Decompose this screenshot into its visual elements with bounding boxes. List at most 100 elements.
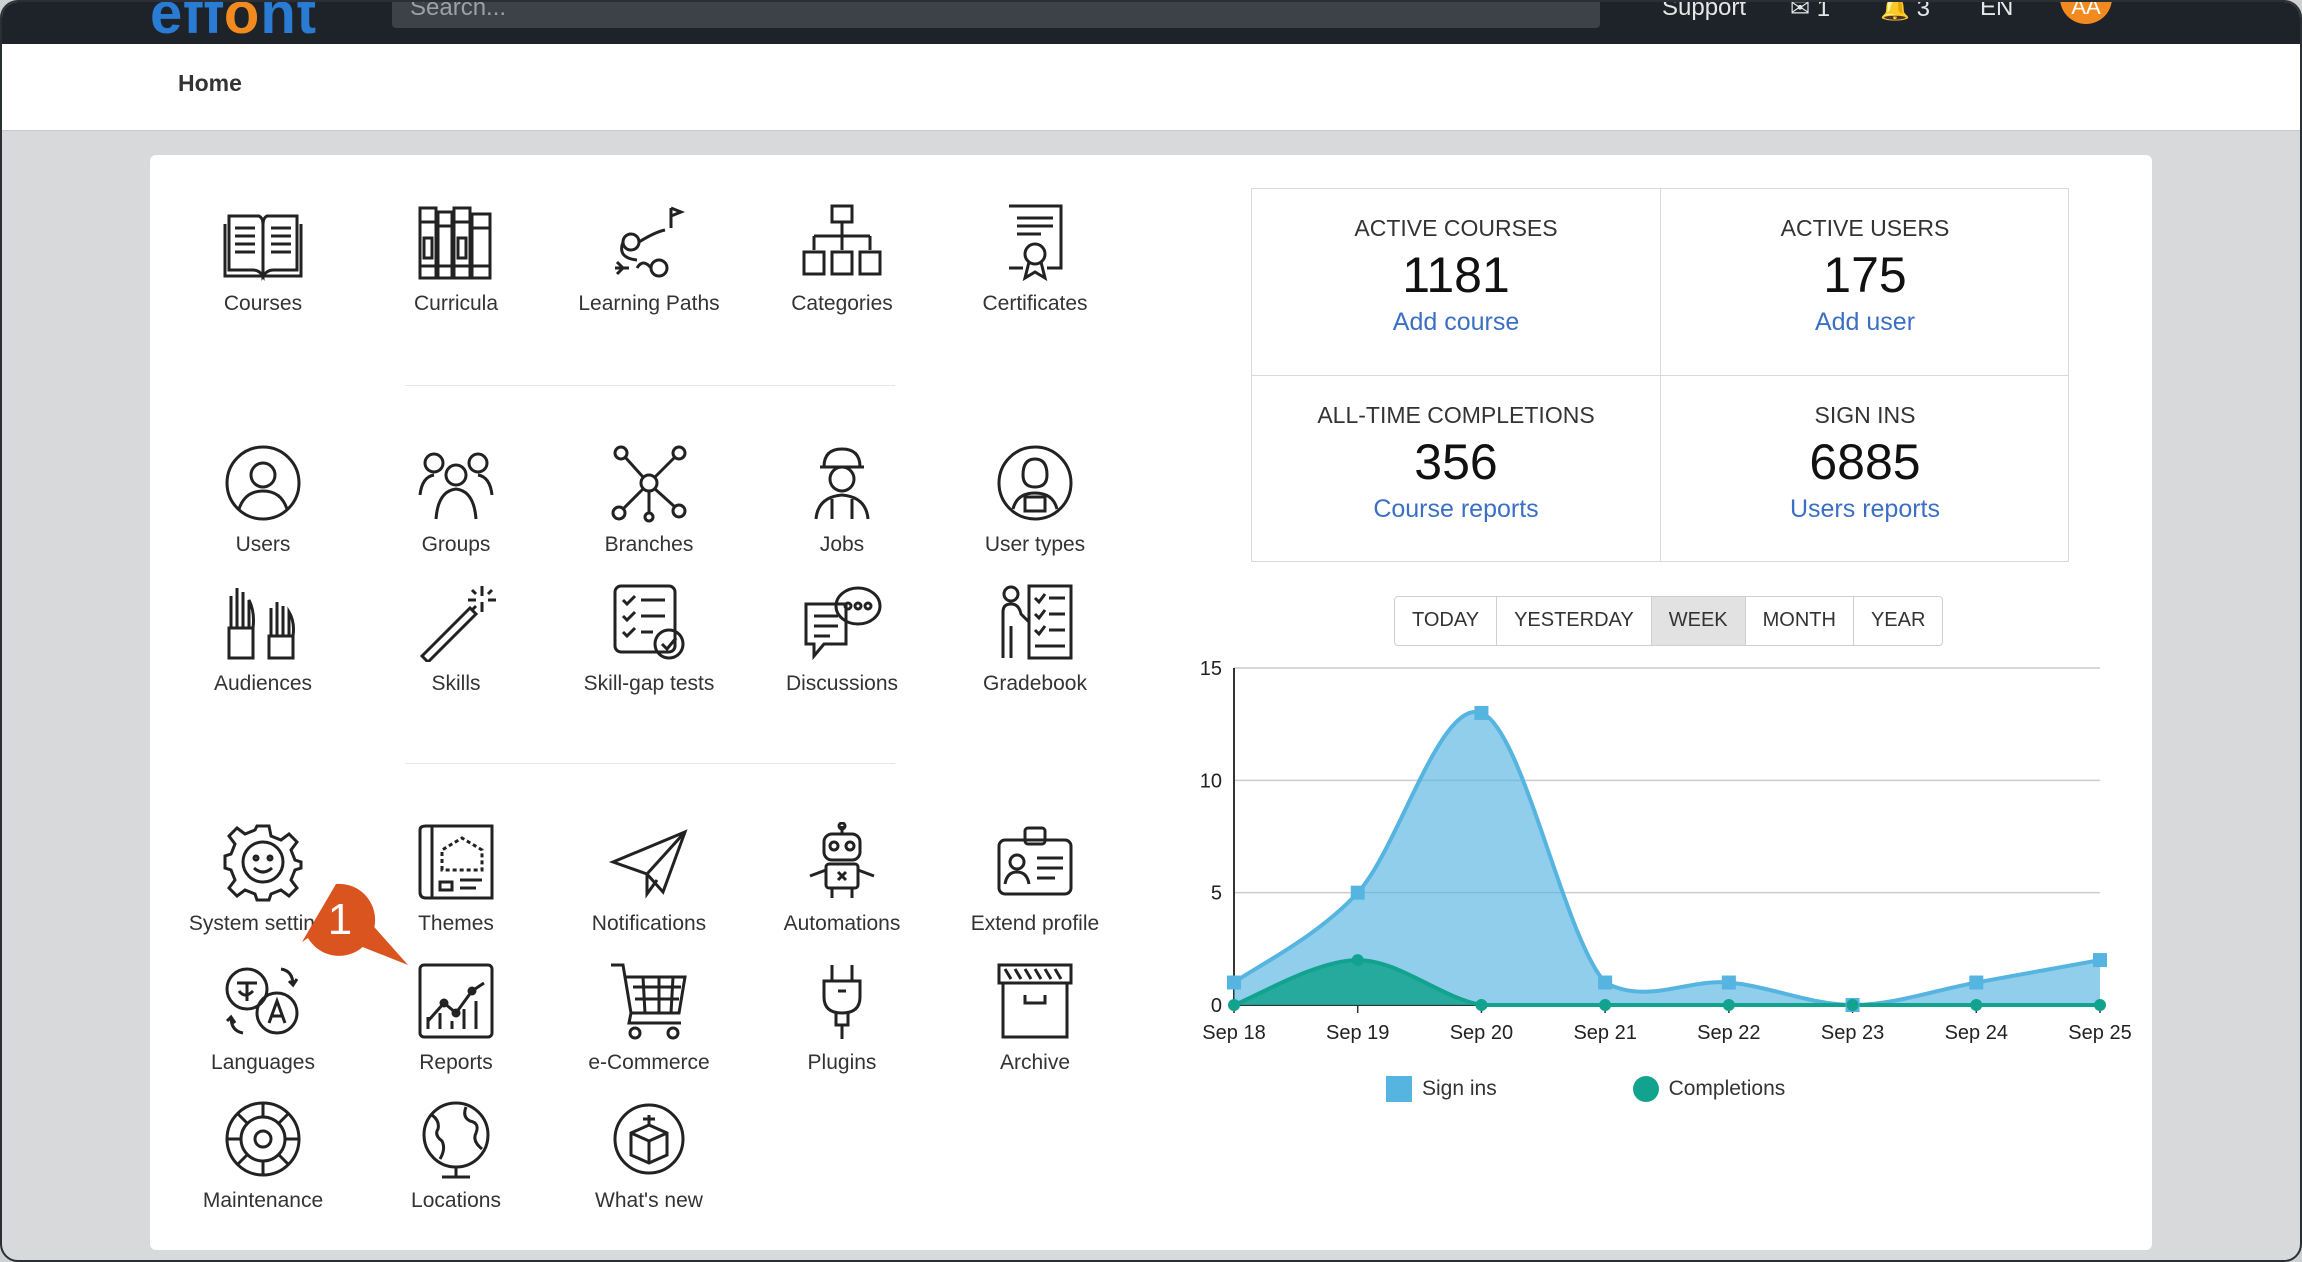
breadcrumb: Home <box>2 44 2300 131</box>
tile-audiences[interactable]: Audiences <box>168 582 358 696</box>
tile-label: Certificates <box>982 292 1088 315</box>
id-card-icon <box>997 826 1073 896</box>
chat-bubbles-icon <box>804 586 882 661</box>
range-year-button[interactable]: YEAR <box>1870 609 1926 631</box>
tile-skills[interactable]: Skills <box>361 582 551 696</box>
tile-languages[interactable]: Languages <box>168 961 358 1075</box>
data-point <box>1721 975 1736 990</box>
tile-user-types[interactable]: User types <box>940 443 1130 557</box>
data-point <box>1351 954 1364 967</box>
tile-groups[interactable]: Groups <box>361 443 551 557</box>
tile-reports[interactable]: Reports <box>361 961 551 1075</box>
robot-icon <box>809 822 875 898</box>
legend-completions-swatch <box>1632 1076 1659 1102</box>
stats-grid: ACTIVE COURSES 1181 Add course ACTIVE US… <box>1251 188 2069 562</box>
course-reports-link[interactable]: Course reports <box>1373 495 1539 523</box>
users-reports-link[interactable]: Users reports <box>1789 495 1941 523</box>
data-point <box>1599 999 1612 1011</box>
worker-icon <box>814 447 870 520</box>
add-user-link[interactable]: Add user <box>1814 308 1916 336</box>
tile-label: Groups <box>421 533 491 556</box>
stat-completions: ALL-TIME COMPLETIONS 356 Course reports <box>1252 376 1660 562</box>
range-month-button[interactable]: MONTH <box>1746 597 1854 645</box>
x-tick-label: Sep 21 <box>1573 1022 1636 1044</box>
tile-learning-paths[interactable]: Learning Paths <box>554 202 744 316</box>
archive-box-icon <box>997 963 1073 1039</box>
tile-notifications[interactable]: Notifications <box>554 822 744 936</box>
tile-skill-gap-tests[interactable]: Skill-gap tests <box>554 582 744 696</box>
series-area-sign-ins <box>1234 711 2100 1005</box>
book-icon <box>223 214 303 281</box>
tile-label: Curricula <box>413 292 499 315</box>
books-shelf-icon <box>418 206 492 280</box>
tile-courses[interactable]: Courses <box>168 202 358 316</box>
tile-extend-profile[interactable]: Extend profile <box>940 822 1130 936</box>
y-tick-label: 0 <box>1211 995 1222 1017</box>
tile-label: Skill-gap tests <box>583 672 715 695</box>
y-tick-label: 5 <box>1211 883 1222 905</box>
x-tick-label: Sep 24 <box>1945 1022 2008 1044</box>
tile-locations[interactable]: Locations <box>361 1099 551 1213</box>
tile-label: Discussions <box>785 672 899 695</box>
tile-discussions[interactable]: Discussions <box>747 582 937 696</box>
data-point <box>1350 885 1365 900</box>
notifications-button[interactable]: 🔔 3 <box>1880 0 1930 22</box>
tile-system-settings[interactable]: System settings <box>168 822 358 936</box>
messages-button[interactable]: ✉ 1 <box>1790 0 1831 22</box>
language-selector[interactable]: EN <box>1980 0 2014 21</box>
legend-completions-label[interactable]: Completions <box>1668 1077 1786 1100</box>
data-point <box>1969 975 1984 990</box>
tile-label: Categories <box>791 292 893 315</box>
support-link[interactable]: Support <box>1662 0 1747 21</box>
tile-label: Locations <box>411 1189 501 1212</box>
blueprint-icon <box>418 824 494 900</box>
tile-branches[interactable]: Branches <box>554 443 744 557</box>
tile-jobs[interactable]: Jobs <box>747 443 937 557</box>
tile-users[interactable]: Users <box>168 443 358 557</box>
gear-icon <box>223 824 303 902</box>
stat-active-users: ACTIVE USERS 175 Add user <box>1661 189 2069 375</box>
tile-automations[interactable]: Automations <box>747 822 937 936</box>
legend-sign-ins-label[interactable]: Sign ins <box>1422 1077 1497 1100</box>
tile-certificates[interactable]: Certificates <box>940 202 1130 316</box>
tile-label: Themes <box>418 912 494 935</box>
tile-archive[interactable]: Archive <box>940 961 1130 1075</box>
add-course-link[interactable]: Add course <box>1392 308 1520 336</box>
series-area-completions <box>1234 960 2100 1005</box>
certificate-icon <box>1009 204 1063 282</box>
tile-gradebook[interactable]: Gradebook <box>940 582 1130 696</box>
range-week-button[interactable]: WEEK <box>1651 597 1746 645</box>
tile-label: Languages <box>211 1051 315 1074</box>
breadcrumb-home[interactable]: Home <box>178 70 242 96</box>
range-today-button[interactable]: TODAY <box>1395 597 1498 645</box>
tile-label: Learning Paths <box>578 292 720 315</box>
time-range-selector: TODAY YESTERDAY WEEK MONTH YEAR <box>1394 596 1944 646</box>
path-icon <box>615 206 686 278</box>
tile-plugins[interactable]: Plugins <box>747 961 937 1075</box>
tile-categories[interactable]: Categories <box>747 202 937 316</box>
range-yesterday-button[interactable]: YESTERDAY <box>1497 597 1652 645</box>
tile-label: Gradebook <box>983 672 1087 695</box>
activity-chart: 0 5 10 15 Sep 18 Sep 19 Sep 20 Sep 21 Sep 22 Sep … <box>1200 658 2132 1044</box>
top-navbar: effont Search... Support ✉ 1 🔔 3 EN AA <box>2 0 2300 46</box>
user-card-icon <box>997 445 1073 521</box>
tile-label: Maintenance <box>202 1189 324 1212</box>
data-point <box>2094 999 2106 1011</box>
raised-hands-icon <box>227 588 295 660</box>
callout-number: 1 <box>328 895 352 944</box>
x-tick-label: Sep 23 <box>1821 1022 1884 1044</box>
tile-curricula[interactable]: Curricula <box>361 202 551 316</box>
tile-maintenance[interactable]: Maintenance <box>168 1099 358 1213</box>
brand-logo[interactable]: effont <box>150 0 318 46</box>
tile-label: Jobs <box>819 533 865 556</box>
shopping-cart-icon <box>611 963 687 1040</box>
tile-ecommerce[interactable]: e-Commerce <box>554 961 744 1075</box>
tile-whats-new[interactable]: What's new <box>554 1099 744 1213</box>
y-tick-label: 10 <box>1200 770 1222 792</box>
search-input[interactable]: Search... <box>392 2 1600 28</box>
avatar[interactable]: AA <box>2060 2 2112 24</box>
magic-wand-icon <box>419 586 496 662</box>
tile-themes[interactable]: Themes <box>361 822 551 936</box>
group-icon <box>418 452 494 520</box>
